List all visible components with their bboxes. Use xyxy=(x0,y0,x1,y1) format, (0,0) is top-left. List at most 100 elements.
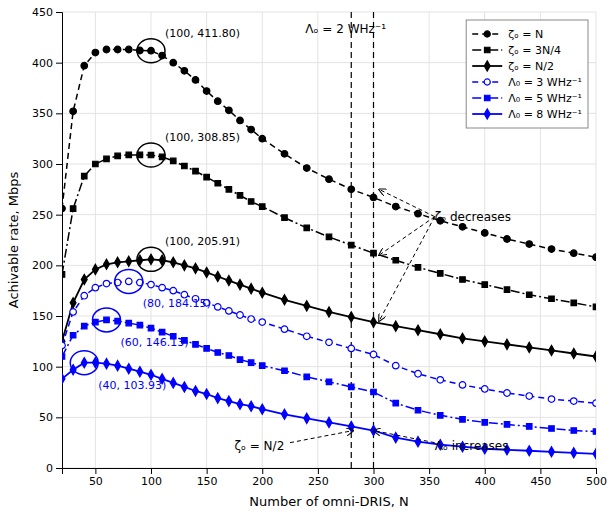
series-point xyxy=(504,339,510,349)
series-point xyxy=(593,449,596,459)
series-point xyxy=(159,329,164,334)
series xyxy=(62,317,596,434)
series-point xyxy=(460,277,465,282)
series-point xyxy=(481,386,488,393)
series-point xyxy=(181,382,187,392)
y-tick: 400 xyxy=(32,57,62,70)
series-point xyxy=(204,174,209,179)
peak-label: (100, 411.80) xyxy=(165,27,240,40)
series-point xyxy=(126,320,131,325)
x-tick: 200 xyxy=(252,468,273,488)
x-tick-mark xyxy=(151,468,152,474)
series-point xyxy=(259,404,265,414)
series-point xyxy=(126,256,132,266)
annotation-arrow xyxy=(290,431,353,443)
series-point xyxy=(125,46,132,53)
series-point xyxy=(349,384,354,389)
series-point xyxy=(549,447,555,457)
series-point xyxy=(326,234,331,239)
peak-label: (80, 184.15) xyxy=(143,297,211,310)
series-point xyxy=(570,398,577,405)
series-line xyxy=(62,49,596,257)
x-tick: 150 xyxy=(197,468,218,488)
y-tick: 300 xyxy=(32,158,62,171)
series-point xyxy=(326,176,333,183)
series-point xyxy=(326,379,331,384)
series-point xyxy=(571,448,577,458)
series-point xyxy=(415,210,422,217)
y-tick-label: 0 xyxy=(46,462,53,475)
x-tick-label: 250 xyxy=(308,475,329,488)
series-point xyxy=(92,284,99,291)
series-point xyxy=(226,353,231,358)
series-point xyxy=(82,323,87,328)
series-point xyxy=(459,382,466,389)
series-point xyxy=(304,413,310,423)
series-point xyxy=(192,77,199,84)
series-point xyxy=(62,374,65,384)
x-tick: 100 xyxy=(141,468,162,488)
series-point xyxy=(326,339,333,346)
x-tick-mark xyxy=(374,468,375,474)
x-grid-line xyxy=(317,12,318,468)
series-point xyxy=(526,393,533,400)
legend-marker xyxy=(484,47,489,52)
x-tick-mark xyxy=(540,468,541,474)
series-point xyxy=(593,254,596,261)
y-axis-line xyxy=(56,13,63,469)
series-point xyxy=(81,292,88,299)
series-point xyxy=(126,364,132,374)
peak-label: (40, 103.93) xyxy=(98,379,166,392)
x-tick: 450 xyxy=(530,468,551,488)
series-point xyxy=(548,396,555,403)
series-point xyxy=(304,374,309,379)
y-tick: 350 xyxy=(32,107,62,120)
series-point xyxy=(170,287,177,294)
series-point xyxy=(281,326,288,333)
series-point xyxy=(348,312,354,322)
plot: 5010015020025030035040045050005010015020… xyxy=(6,6,607,509)
series xyxy=(62,358,596,459)
y-grid-line xyxy=(62,366,596,367)
y-grid-line xyxy=(62,265,596,266)
peak-ellipse xyxy=(115,269,143,293)
series-point xyxy=(170,257,176,267)
series xyxy=(62,278,596,406)
y-tick-label: 200 xyxy=(32,259,53,272)
series-point xyxy=(204,389,210,399)
series-point xyxy=(103,280,110,287)
series-point xyxy=(248,316,255,323)
series-point xyxy=(248,126,255,133)
series-point xyxy=(182,163,187,168)
series-point xyxy=(415,408,420,413)
y-axis: 050100150200250300350400450 xyxy=(32,6,63,475)
series-point xyxy=(92,264,98,274)
series-point xyxy=(260,363,265,368)
y-tick-mark xyxy=(56,367,62,368)
series-point xyxy=(215,181,220,186)
x-tick-label: 500 xyxy=(586,475,607,488)
x-grid-line xyxy=(373,12,374,468)
series-point xyxy=(393,321,399,331)
series-point xyxy=(137,322,142,327)
y-tick-mark xyxy=(56,113,62,114)
series-point xyxy=(104,156,109,161)
series-point xyxy=(148,152,153,157)
series-point xyxy=(181,67,188,74)
series-point xyxy=(70,108,77,115)
series-point xyxy=(193,263,199,273)
annotations: (100, 411.80)(100, 308.85)(100, 205.91)(… xyxy=(98,22,511,453)
y-tick: 200 xyxy=(32,259,62,272)
series-point xyxy=(215,350,220,355)
x-grid-line xyxy=(429,12,430,468)
y-tick-label: 300 xyxy=(32,158,53,171)
y-tick: 450 xyxy=(32,6,62,19)
series-point xyxy=(70,298,76,308)
y-tick-label: 100 xyxy=(32,361,53,374)
series-point xyxy=(248,199,253,204)
series-point xyxy=(415,265,420,270)
x-tick-label: 50 xyxy=(89,475,103,488)
series-point xyxy=(170,59,177,66)
y-tick-label: 450 xyxy=(32,6,53,19)
series-point xyxy=(214,98,221,105)
